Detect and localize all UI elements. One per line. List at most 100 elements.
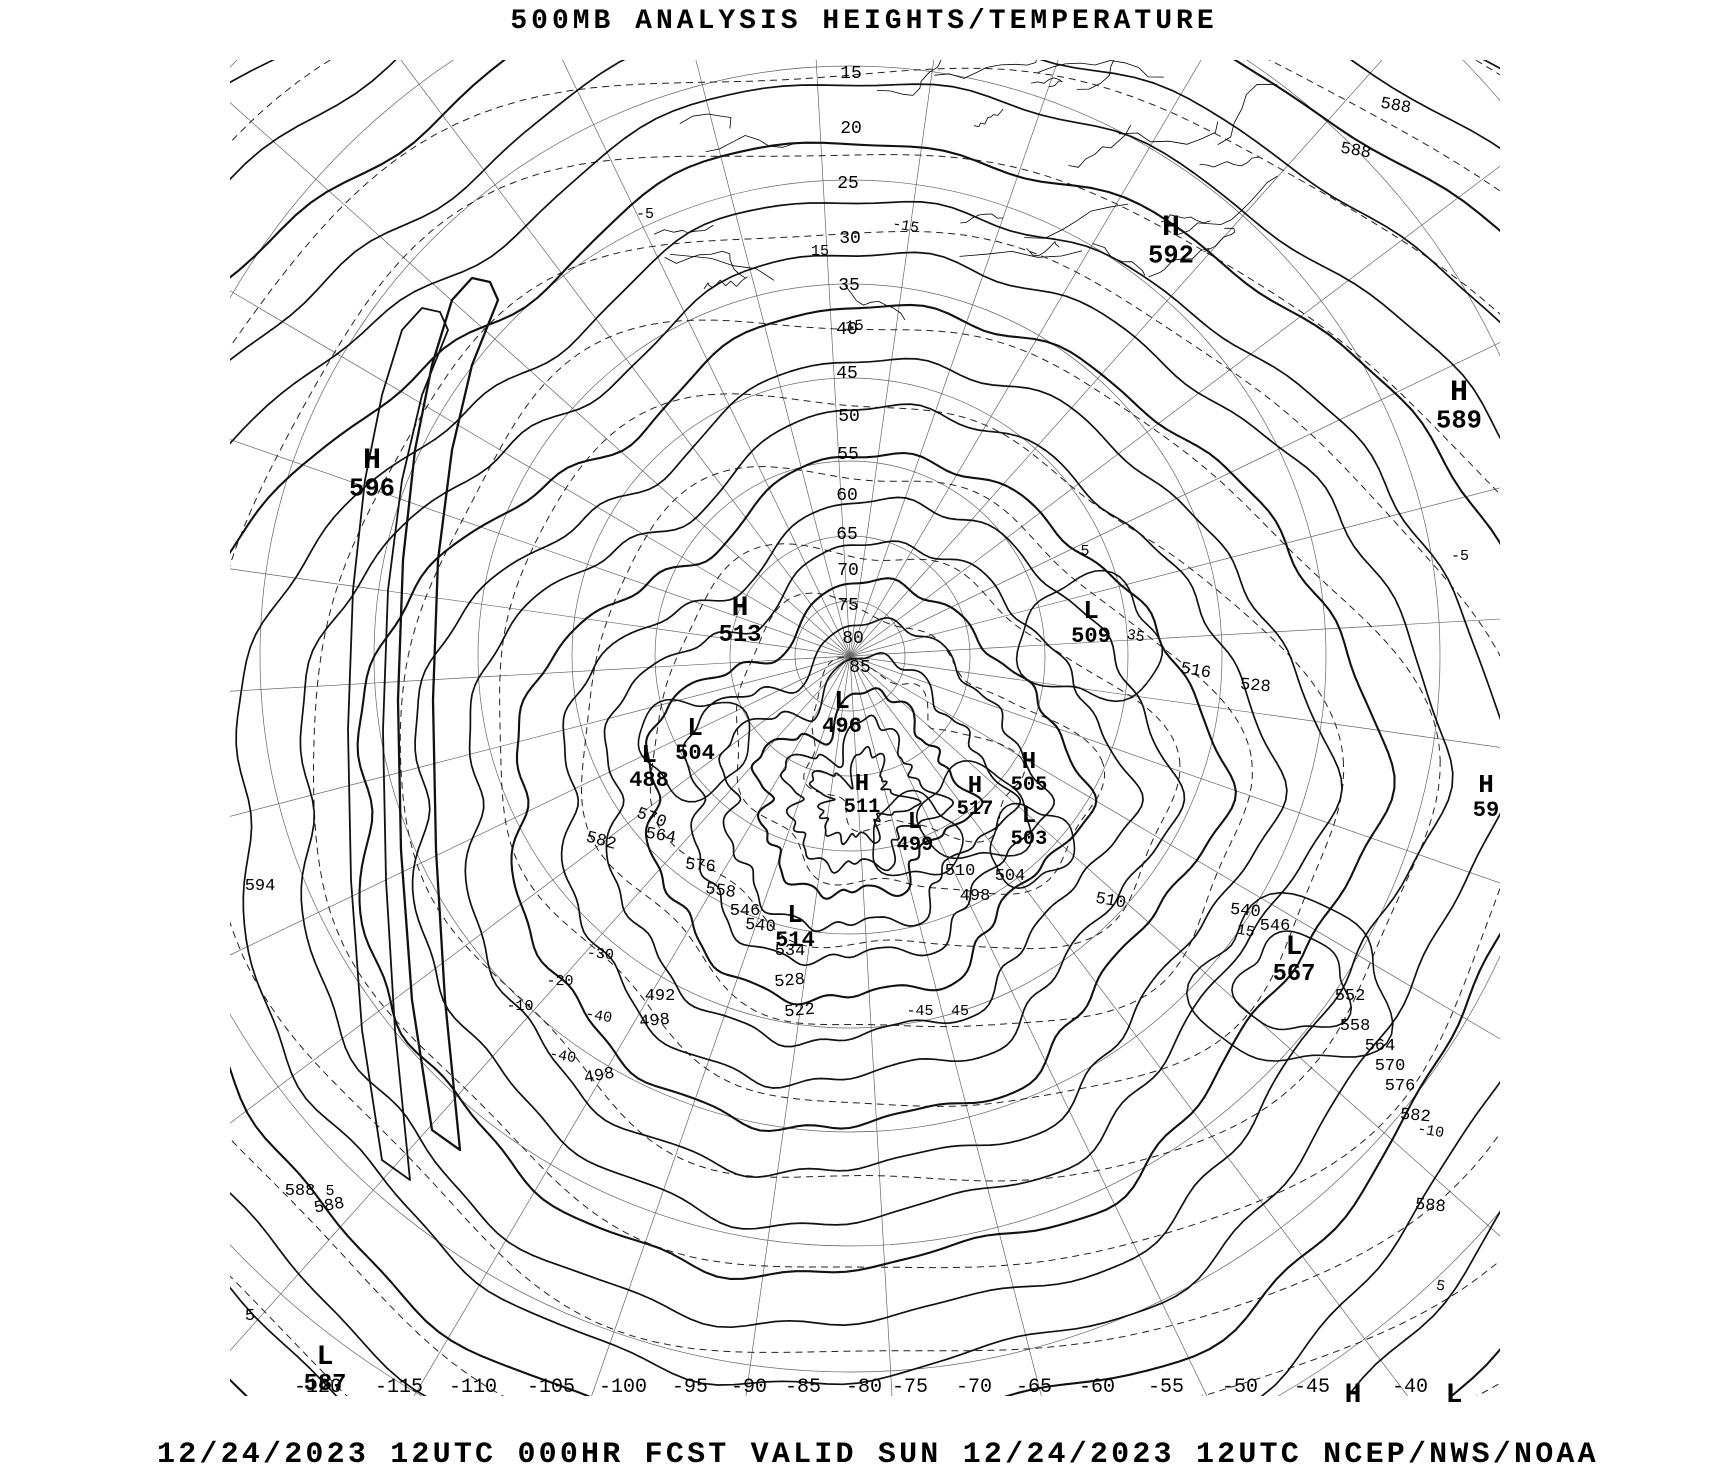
svg-text:59: 59 xyxy=(1473,798,1500,823)
svg-text:-5: -5 xyxy=(636,206,654,223)
svg-text:80: 80 xyxy=(842,629,864,649)
svg-text:30: 30 xyxy=(839,229,861,249)
svg-text:45: 45 xyxy=(951,1003,969,1020)
svg-text:588: 588 xyxy=(1414,1196,1446,1218)
svg-text:H: H xyxy=(968,773,982,800)
svg-text:75: 75 xyxy=(837,596,859,616)
svg-text:15: 15 xyxy=(811,243,829,260)
svg-text:-15: -15 xyxy=(891,216,921,237)
svg-text:576: 576 xyxy=(684,856,716,878)
svg-text:L: L xyxy=(641,740,657,770)
svg-text:5: 5 xyxy=(325,1183,334,1200)
svg-text:498: 498 xyxy=(639,1011,671,1033)
svg-text:510: 510 xyxy=(945,862,976,881)
svg-text:H: H xyxy=(363,444,381,478)
svg-text:503: 503 xyxy=(1011,828,1048,851)
svg-text:40: 40 xyxy=(836,320,858,340)
svg-text:540: 540 xyxy=(1229,901,1261,923)
svg-text:528: 528 xyxy=(774,971,806,993)
svg-text:-120: -120 xyxy=(294,1376,342,1399)
svg-text:504: 504 xyxy=(995,867,1026,886)
svg-text:-45: -45 xyxy=(906,1003,933,1020)
svg-text:596: 596 xyxy=(349,475,395,504)
svg-text:488: 488 xyxy=(629,768,669,793)
svg-text:552: 552 xyxy=(1335,987,1366,1006)
svg-text:H: H xyxy=(1478,770,1494,800)
svg-text:496: 496 xyxy=(822,714,862,739)
svg-text:-70: -70 xyxy=(956,1376,992,1399)
svg-text:498: 498 xyxy=(960,887,991,906)
svg-text:50: 50 xyxy=(838,407,860,427)
svg-text:L: L xyxy=(834,686,850,716)
svg-text:L: L xyxy=(317,1342,334,1373)
svg-text:592: 592 xyxy=(1148,242,1194,271)
svg-text:5: 5 xyxy=(245,1307,255,1326)
svg-text:-10: -10 xyxy=(1416,1121,1446,1142)
svg-text:L: L xyxy=(1083,596,1099,626)
svg-text:20: 20 xyxy=(840,119,862,139)
svg-text:-40: -40 xyxy=(1392,1376,1428,1399)
svg-text:H: H xyxy=(1345,1380,1362,1411)
svg-text:498: 498 xyxy=(583,1065,616,1089)
svg-text:60: 60 xyxy=(836,486,858,506)
svg-text:-85: -85 xyxy=(785,1376,821,1399)
svg-text:505: 505 xyxy=(1011,774,1048,797)
svg-text:522: 522 xyxy=(784,1001,816,1023)
svg-text:-50: -50 xyxy=(1222,1376,1258,1399)
svg-text:L: L xyxy=(1446,1380,1463,1411)
svg-text:588: 588 xyxy=(1379,95,1412,119)
svg-text:509: 509 xyxy=(1071,624,1111,649)
svg-text:564: 564 xyxy=(1365,1037,1396,1056)
svg-text:588: 588 xyxy=(285,1182,316,1201)
svg-text:-75: -75 xyxy=(892,1376,928,1399)
svg-text:558: 558 xyxy=(704,880,737,903)
svg-text:5: 5 xyxy=(1435,1277,1447,1295)
svg-text:L: L xyxy=(787,900,803,930)
svg-text:15: 15 xyxy=(840,64,862,84)
svg-text:-60: -60 xyxy=(1079,1376,1115,1399)
svg-text:H: H xyxy=(1162,211,1180,245)
svg-text:-80: -80 xyxy=(846,1376,882,1399)
svg-text:L: L xyxy=(1286,932,1303,963)
svg-text:35: 35 xyxy=(838,276,860,296)
svg-text:-45: -45 xyxy=(1294,1376,1330,1399)
svg-text:582: 582 xyxy=(584,828,618,854)
svg-text:504: 504 xyxy=(675,741,715,766)
svg-text:-65: -65 xyxy=(1016,1376,1052,1399)
svg-text:85: 85 xyxy=(849,658,871,678)
svg-text:517: 517 xyxy=(957,798,994,821)
svg-text:-30: -30 xyxy=(586,945,614,964)
svg-text:65: 65 xyxy=(836,525,858,545)
svg-text:516: 516 xyxy=(1179,660,1212,684)
svg-text:-20: -20 xyxy=(546,973,573,990)
svg-text:-40: -40 xyxy=(584,1006,614,1027)
svg-text:570: 570 xyxy=(1375,1057,1406,1076)
svg-text:558: 558 xyxy=(1340,1017,1371,1036)
svg-text:514: 514 xyxy=(775,928,815,953)
svg-text:511: 511 xyxy=(844,796,881,819)
svg-text:499: 499 xyxy=(897,834,934,857)
svg-text:576: 576 xyxy=(1385,1077,1416,1096)
svg-text:528: 528 xyxy=(1239,676,1271,698)
svg-text:-5: -5 xyxy=(1451,548,1469,565)
svg-text:25: 25 xyxy=(837,174,859,194)
svg-text:540: 540 xyxy=(744,916,776,938)
svg-text:-90: -90 xyxy=(731,1376,767,1399)
svg-text:-105: -105 xyxy=(527,1376,575,1399)
svg-text:-110: -110 xyxy=(449,1376,497,1399)
svg-text:-115: -115 xyxy=(375,1376,423,1399)
svg-text:589: 589 xyxy=(1436,407,1482,436)
svg-text:-40: -40 xyxy=(548,1046,578,1067)
svg-text:567: 567 xyxy=(1273,961,1316,988)
svg-text:5: 5 xyxy=(1080,543,1089,560)
svg-text:L: L xyxy=(1022,803,1036,830)
svg-text:510: 510 xyxy=(1094,890,1127,914)
svg-text:H: H xyxy=(1450,376,1468,410)
svg-text:492: 492 xyxy=(645,987,676,1006)
svg-text:-55: -55 xyxy=(1148,1376,1184,1399)
svg-text:55: 55 xyxy=(837,445,859,465)
svg-text:L: L xyxy=(687,713,703,743)
svg-text:588: 588 xyxy=(1339,140,1372,164)
svg-text:H: H xyxy=(732,593,749,624)
svg-text:15: 15 xyxy=(1235,922,1256,942)
